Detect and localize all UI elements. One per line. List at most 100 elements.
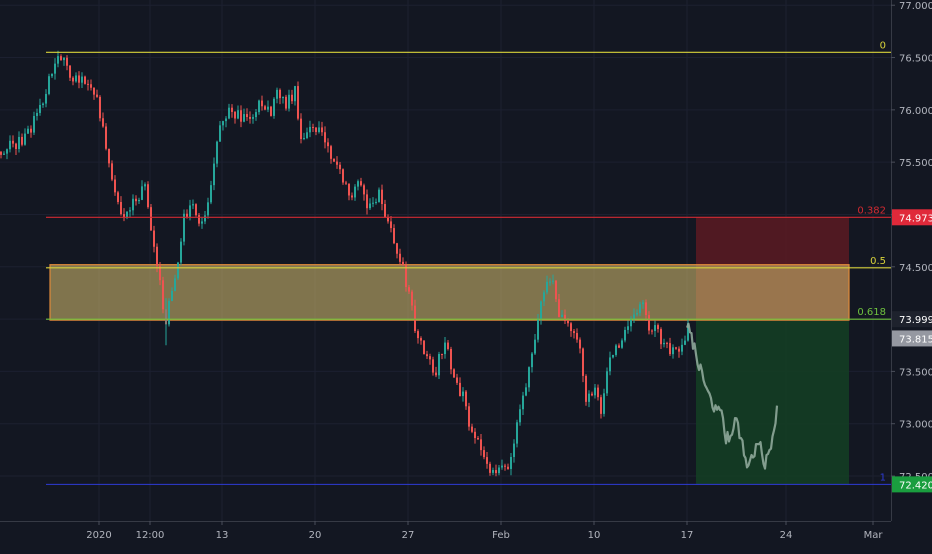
candle-body [417, 331, 419, 339]
candle-body [252, 117, 254, 119]
candle-body [534, 339, 536, 354]
candle-body [273, 98, 275, 116]
time-tick-label: 24 [780, 530, 793, 541]
candle-body [21, 136, 23, 145]
candle-body [462, 391, 464, 397]
candle-body [288, 94, 290, 109]
take-profit-area[interactable] [696, 319, 849, 485]
candle-body [621, 340, 623, 348]
candle-body [378, 189, 380, 202]
candle-body [465, 391, 467, 407]
candle-body [459, 382, 461, 397]
candle-body [195, 204, 197, 216]
candle-body [654, 325, 656, 332]
candle-body [222, 121, 224, 126]
candle-body [72, 77, 74, 82]
candle-body [666, 342, 668, 344]
candle-body [240, 110, 242, 122]
candle-body [420, 338, 422, 341]
candle-body [39, 105, 41, 113]
candle-body [174, 278, 176, 291]
candle-body [660, 329, 662, 345]
candle-body [519, 409, 521, 423]
candle-body [108, 148, 110, 164]
candle-body [186, 213, 188, 217]
price-badge-label: 73.815 [899, 334, 932, 345]
candle-body [342, 169, 344, 183]
candle-body [531, 353, 533, 368]
candle-body [246, 114, 248, 118]
candle-body [405, 264, 407, 288]
candle-body [291, 94, 293, 102]
candle-body [615, 345, 617, 355]
candle-body [36, 112, 38, 116]
time-tick-label: 13 [216, 530, 229, 541]
time-tick-label: 2020 [86, 530, 111, 541]
candle-body [408, 287, 410, 292]
candle-body [318, 127, 320, 132]
price-badge [892, 476, 932, 493]
candle-body [603, 393, 605, 414]
candle-body [336, 161, 338, 165]
support-resistance-zone[interactable] [49, 264, 850, 321]
candle-body [495, 470, 497, 474]
price-badge-label: 72.420 [899, 480, 932, 491]
price-tick-label: 77.000 [899, 1, 932, 12]
price-badge [892, 330, 932, 347]
candle-body [210, 185, 212, 203]
candle-body [453, 369, 455, 378]
zone-rectangle[interactable] [49, 264, 850, 321]
candle-body [330, 146, 332, 159]
candle-body [612, 354, 614, 358]
candle-body [300, 118, 302, 140]
candle-body [96, 94, 98, 97]
candle-body [636, 312, 638, 315]
candle-body [258, 100, 260, 113]
candle-body [114, 179, 116, 193]
candle-body [675, 347, 677, 349]
candle-body [606, 371, 608, 394]
candle-body [255, 112, 257, 118]
candle-body [624, 329, 626, 341]
candle-body [141, 186, 143, 200]
candle-body [90, 84, 92, 88]
candle-body [423, 340, 425, 355]
time-tick-label: Feb [492, 530, 510, 541]
fibonacci-retracement[interactable]: 0 0.382 0.5 0.618 1 [46, 40, 891, 485]
candle-body [162, 280, 164, 310]
candle-body [579, 339, 581, 349]
candle-body [540, 301, 542, 319]
time-axis [0, 521, 932, 550]
candle-body [513, 443, 515, 457]
candle-body [642, 302, 644, 305]
candle-body [573, 331, 575, 334]
fib-level-label: 0.382 [857, 205, 886, 216]
candle-body [285, 96, 287, 109]
candle-body [6, 149, 8, 154]
candle-body [168, 301, 170, 325]
candle-body [183, 213, 185, 242]
candle-body [321, 127, 323, 133]
candle-body [189, 205, 191, 217]
candle-body [177, 262, 179, 279]
candle-body [447, 342, 449, 349]
candle-body [45, 93, 47, 104]
candle-body [585, 375, 587, 402]
time-tick-label: Mar [864, 530, 884, 541]
candle-body [414, 305, 416, 332]
candle-body [363, 185, 365, 195]
candle-body [399, 253, 401, 262]
candle-body [384, 204, 386, 217]
candle-body [18, 136, 20, 149]
price-tick-label: 73.500 [899, 367, 932, 378]
candle-body [516, 422, 518, 444]
candle-body [561, 314, 563, 317]
time-tick-label: 27 [402, 530, 415, 541]
candle-body [369, 203, 371, 209]
time-tick-label: 17 [681, 530, 694, 541]
candle-body [543, 292, 545, 302]
candle-body [297, 86, 299, 119]
candle-body [471, 426, 473, 432]
